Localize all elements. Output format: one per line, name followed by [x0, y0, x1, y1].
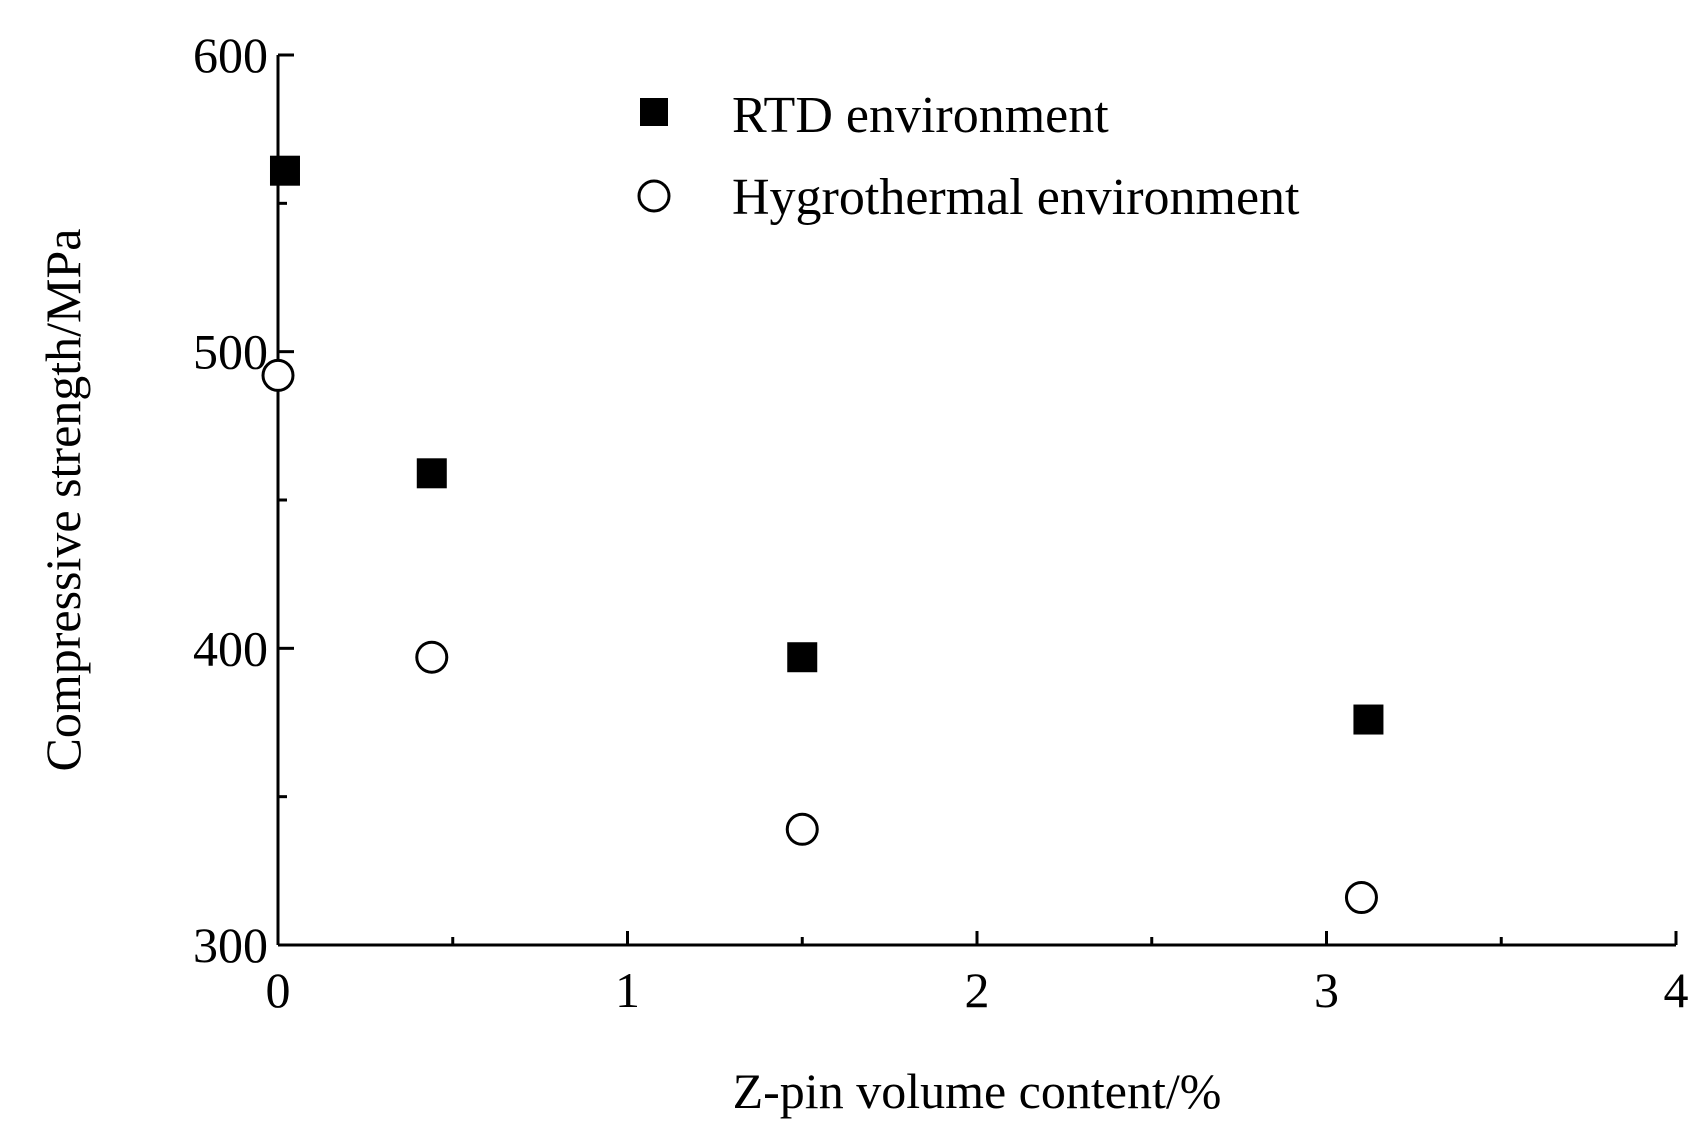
- tick-labels: 0 1 2 3 4 300 400 500 600: [193, 27, 1689, 1018]
- rtd-data-point: [787, 642, 818, 673]
- y-axis-title: Compressive strength/MPa: [35, 228, 91, 771]
- data-points: [261, 155, 1384, 915]
- legend-marker-hygrothermal: [637, 179, 671, 213]
- legend: RTD environment Hygrothermal environment: [637, 87, 1300, 226]
- hygrothermal-data-point: [261, 358, 295, 392]
- y-tick-label: 600: [193, 27, 268, 83]
- y-tick-label: 500: [193, 324, 268, 380]
- rtd-data-point: [269, 155, 300, 186]
- x-tick-label: 0: [266, 962, 291, 1018]
- x-tick-label: 3: [1314, 962, 1339, 1018]
- x-tick-label: 1: [615, 962, 640, 1018]
- rtd-data-point: [416, 458, 447, 489]
- hygrothermal-data-point: [415, 640, 449, 674]
- ticks: [276, 53, 1678, 947]
- x-tick-label: 2: [965, 962, 990, 1018]
- x-axis-title: Z-pin volume content/%: [733, 1063, 1222, 1119]
- x-tick-label: 4: [1664, 962, 1689, 1018]
- hygrothermal-data-point: [785, 812, 819, 846]
- hygrothermal-data-point: [1344, 881, 1378, 915]
- y-tick-label: 400: [193, 620, 268, 676]
- legend-label-hygrothermal: Hygrothermal environment: [732, 169, 1300, 226]
- legend-marker-rtd: [640, 98, 668, 126]
- legend-label-rtd: RTD environment: [732, 87, 1109, 144]
- y-tick-label: 300: [193, 917, 268, 973]
- rtd-data-point: [1353, 704, 1384, 735]
